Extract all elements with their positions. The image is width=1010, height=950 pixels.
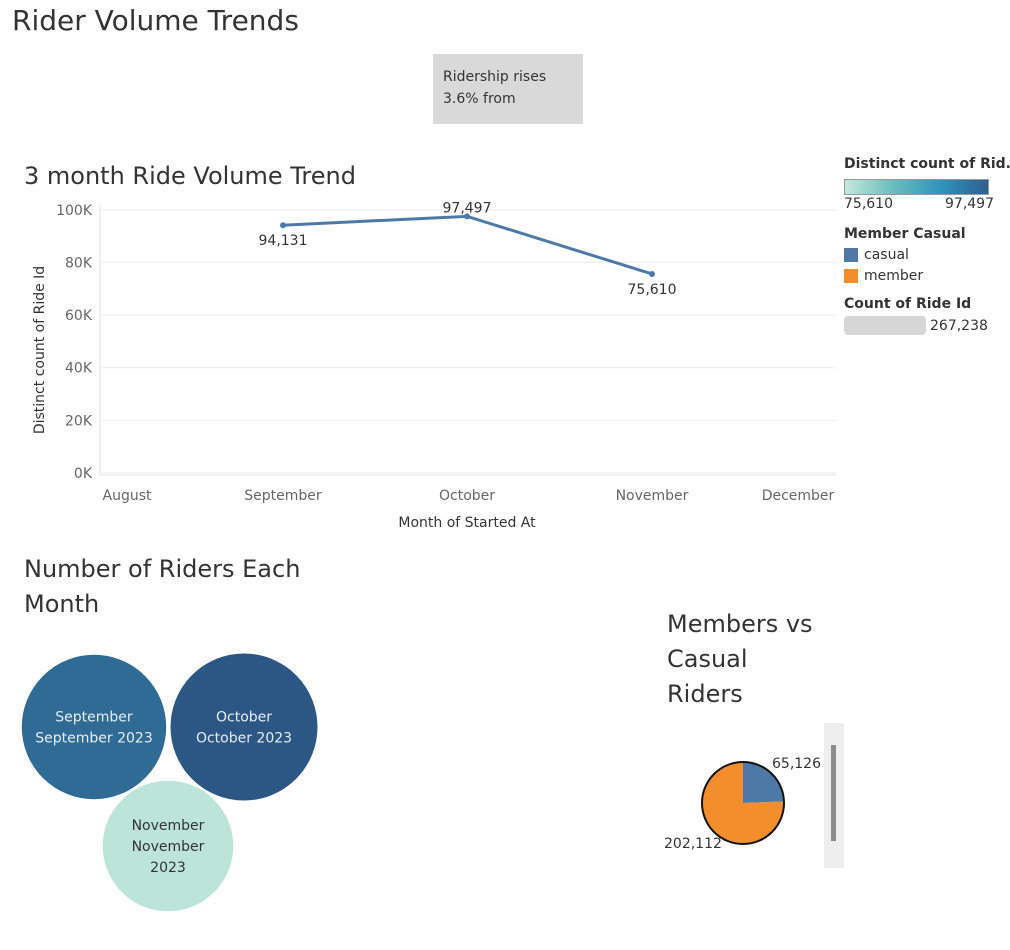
color-ramp-labels: 75,610 97,497 (844, 196, 994, 212)
bubble-title-line-2: Month (24, 590, 100, 618)
data-point (464, 213, 470, 220)
pie-slice-casual (743, 762, 784, 803)
series-line (282, 214, 653, 276)
data-point (280, 222, 286, 229)
pie-title-line-1: Members vs (667, 610, 813, 638)
legend-label-member: member (864, 268, 924, 284)
y-tick-label: 40K (65, 361, 93, 377)
legend-panel: Distinct count of Rid.. 75,610 97,497 Me… (844, 156, 1010, 335)
color-ramp (844, 179, 989, 195)
size-legend: 267,238 (844, 316, 1004, 335)
legend-item-member[interactable]: member (844, 268, 1004, 284)
x-tick-label: December (762, 488, 835, 504)
data-label: 94,131 (259, 233, 308, 249)
data-label: 75,610 (628, 282, 677, 298)
bubble-title-line-1: Number of Riders Each (24, 555, 301, 583)
line-chart[interactable]: 0K 20K 40K 60K 80K 100K August September October… (0, 195, 840, 540)
size-legend-bar (844, 316, 926, 335)
bubble-label: September 2023 (35, 731, 152, 747)
bubble-october (169, 652, 319, 802)
ramp-min-label: 75,610 (844, 196, 893, 212)
size-legend-title: Count of Ride Id (844, 296, 972, 312)
legend-item-casual[interactable]: casual (844, 247, 1004, 263)
ridership-callout: Ridership rises 3.6% from (433, 54, 583, 124)
bubble-september (20, 653, 168, 801)
bubble-november (101, 779, 235, 913)
pie-chart-title: Members vs Casual Riders (667, 607, 813, 712)
dashboard-title: Rider Volume Trends (12, 4, 299, 37)
pie-outline (701, 761, 785, 845)
x-tick-label: November (616, 488, 689, 504)
bubble-chart-title: Number of Riders Each Month (24, 552, 300, 622)
scrollbar-thumb[interactable] (831, 745, 836, 841)
pie-title-line-2: Casual (667, 645, 748, 673)
line-chart-title: 3 month Ride Volume Trend (24, 162, 356, 190)
bubble-label: November (132, 839, 205, 855)
y-axis-title: Distinct count of Ride Id (32, 266, 48, 434)
distinct-count-legend-title: Distinct count of Rid.. (844, 156, 1010, 172)
casual-swatch (844, 248, 858, 262)
member-casual-legend-title: Member Casual (844, 226, 966, 242)
y-tick-label: 20K (65, 413, 93, 429)
x-tick-label: August (103, 488, 153, 504)
y-tick-label: 80K (65, 255, 93, 271)
x-tick-label: October (439, 488, 495, 504)
x-axis-title: Month of Started At (398, 515, 536, 531)
bubble-label: November (132, 818, 205, 834)
bubble-label: October 2023 (196, 731, 292, 747)
callout-line-2: 3.6% from (443, 91, 516, 107)
pie-chart[interactable]: 65,126 202,112 (650, 735, 830, 865)
legend-label-casual: casual (864, 247, 909, 263)
data-label: 97,497 (443, 200, 492, 216)
pie-label-casual: 65,126 (772, 756, 821, 772)
bubble-label: 2023 (150, 860, 186, 876)
bubble-label: September (55, 710, 133, 726)
pie-title-line-3: Riders (667, 680, 743, 708)
y-tick-label: 100K (56, 203, 93, 219)
bubble-label: October (216, 710, 272, 726)
ramp-max-label: 97,497 (945, 196, 994, 212)
x-tick-label: September (244, 488, 322, 504)
callout-line-1: Ridership rises (443, 69, 547, 85)
member-swatch (844, 269, 858, 283)
data-point (649, 270, 655, 277)
y-tick-label: 60K (65, 308, 93, 324)
y-tick-label: 0K (74, 466, 93, 482)
pie-slice-member (702, 762, 784, 844)
bubble-chart[interactable]: September September 2023 October October 20… (0, 640, 340, 930)
pie-label-member: 202,112 (664, 836, 722, 852)
size-legend-value: 267,238 (930, 317, 988, 334)
